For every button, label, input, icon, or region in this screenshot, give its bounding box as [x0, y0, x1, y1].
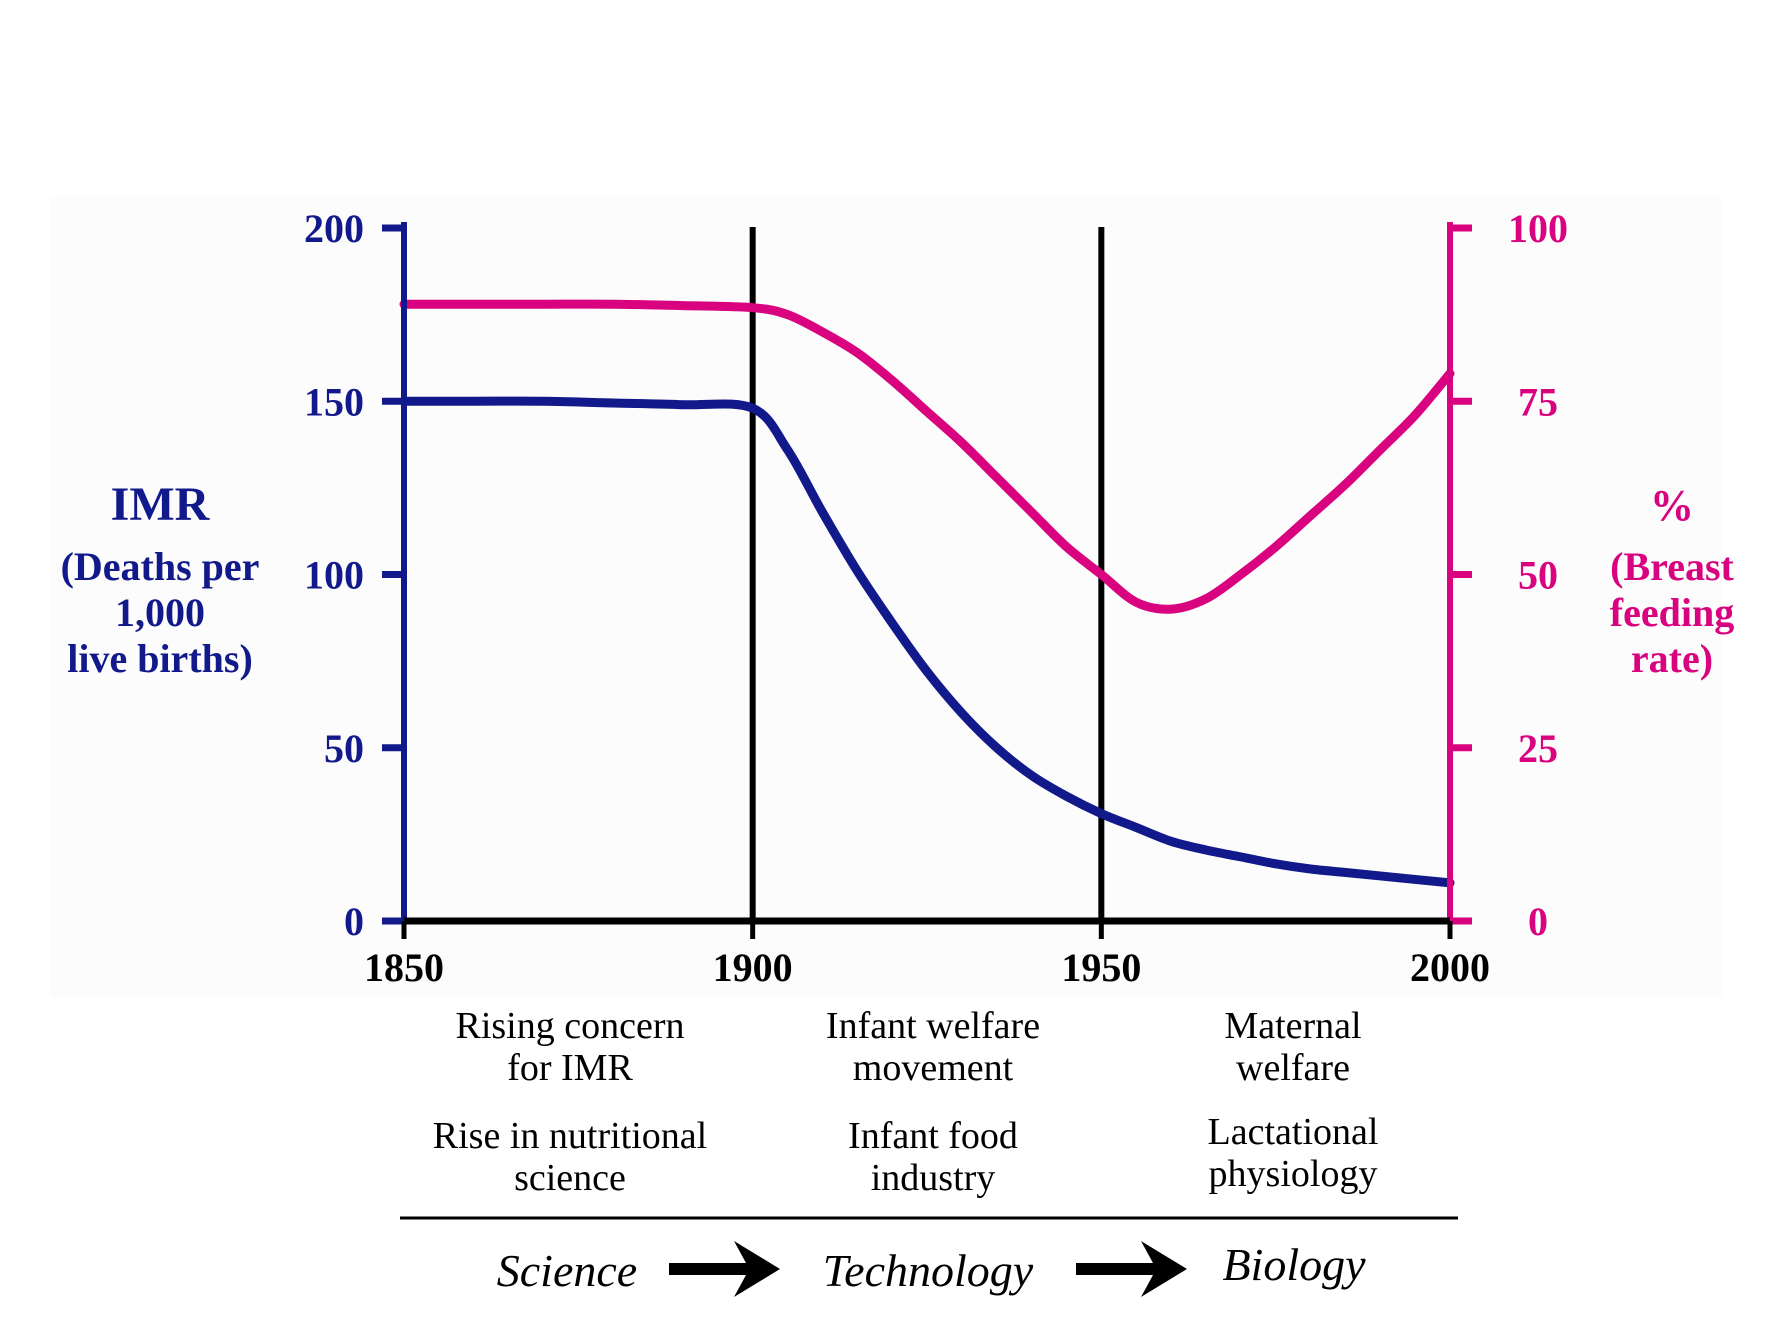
period-note-top: welfare — [1236, 1047, 1350, 1089]
period-note-bottom: Rise in nutritional — [433, 1115, 707, 1157]
left-tick-label: 50 — [324, 726, 364, 771]
period-note-top: Infant welfare — [826, 1005, 1040, 1047]
period-note-top: movement — [853, 1047, 1014, 1089]
right-axis-title-line: feeding — [1610, 590, 1734, 635]
flow-step-biology: Biology — [1222, 1239, 1366, 1290]
right-tick-label: 0 — [1528, 899, 1548, 944]
right-axis-title-line: (Breast — [1610, 544, 1734, 589]
flow-step-science: Science — [497, 1245, 637, 1296]
flow-step-technology: Technology — [823, 1245, 1034, 1296]
left-axis-title-line: (Deaths per — [61, 544, 260, 589]
period-note-bottom: industry — [871, 1157, 996, 1199]
right-arrow-icon — [1076, 1241, 1187, 1297]
right-tick-label: 50 — [1518, 553, 1558, 598]
right-axis-title-line: % — [1650, 481, 1694, 530]
right-tick-label: 25 — [1518, 726, 1558, 771]
right-axis-title-line: rate) — [1631, 636, 1713, 681]
breastfeeding-series-line — [399, 299, 1455, 614]
right-arrow-icon — [669, 1241, 780, 1297]
right-tick-label: 75 — [1518, 379, 1558, 424]
period-note-top: Maternal — [1224, 1005, 1361, 1047]
x-tick-label: 1900 — [713, 945, 793, 990]
imr-series-line — [399, 396, 1455, 888]
left-axis-title-line: 1,000 — [115, 590, 205, 635]
period-note-bottom: physiology — [1209, 1153, 1378, 1195]
period-note-top: Rising concern — [455, 1005, 684, 1047]
left-tick-label: 150 — [304, 379, 364, 424]
chart-background — [50, 197, 1722, 997]
period-note-top: for IMR — [507, 1047, 633, 1089]
left-axis-title-line: live births) — [67, 636, 253, 681]
left-axis-title-line: IMR — [111, 478, 211, 531]
left-tick-label: 0 — [344, 899, 364, 944]
right-tick-label: 100 — [1508, 206, 1568, 251]
x-tick-label: 1950 — [1061, 945, 1141, 990]
period-note-bottom: science — [514, 1157, 626, 1199]
period-note-bottom: Infant food — [848, 1115, 1018, 1157]
left-tick-label: 100 — [304, 553, 364, 598]
x-tick-label: 1850 — [364, 945, 444, 990]
period-note-bottom: Lactational — [1208, 1111, 1379, 1153]
left-tick-label: 200 — [304, 206, 364, 251]
x-tick-label: 2000 — [1410, 945, 1490, 990]
